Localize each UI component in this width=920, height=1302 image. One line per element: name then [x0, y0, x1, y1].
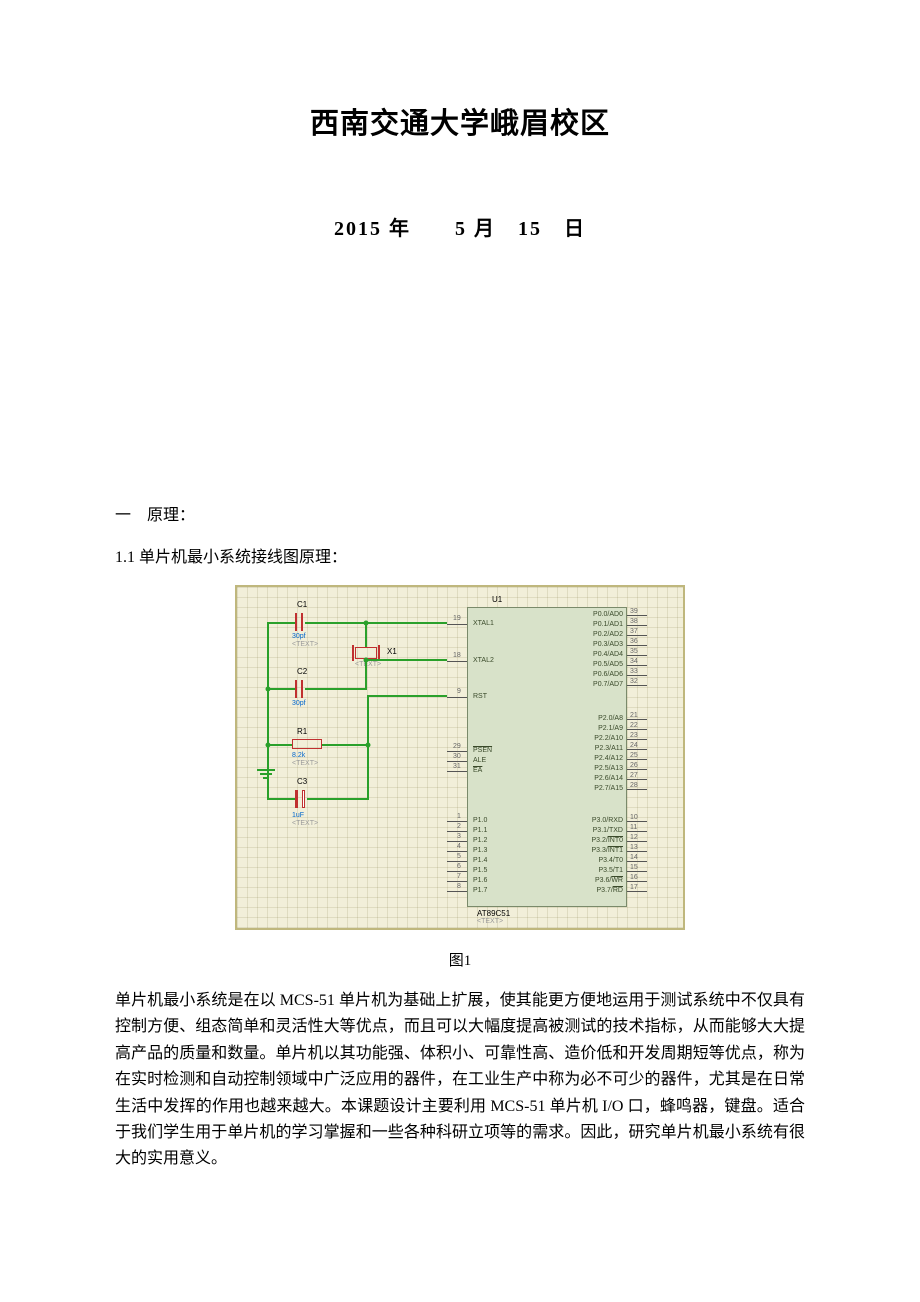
- pin-P1.1: P1.1: [473, 827, 487, 834]
- x1-text: <TEXT>: [355, 661, 381, 668]
- circuit-diagram: U1 AT89C51 <TEXT> XTAL1 19 XTAL2 18 RST …: [235, 585, 685, 930]
- c3-val: 1uF: [292, 812, 304, 819]
- pin-P3.4/T0: P3.4/T0: [565, 857, 623, 864]
- c1-val: 30pf: [292, 633, 306, 640]
- pin-P0.1/AD1: P0.1/AD1: [565, 621, 623, 628]
- comp-x1: X1: [387, 647, 397, 656]
- comp-c1: C1: [297, 600, 307, 609]
- pin-P1.2: P1.2: [473, 837, 487, 844]
- pin-P2.2/A10: P2.2/A10: [565, 735, 623, 742]
- comp-c2: C2: [297, 667, 307, 676]
- c2-val: 30pf: [292, 700, 306, 707]
- pin-P3.1/TXD: P3.1/TXD: [565, 827, 623, 834]
- pin-P2.4/A12: P2.4/A12: [565, 755, 623, 762]
- pin-P1.3: P1.3: [473, 847, 487, 854]
- pin-xtal2: XTAL2: [473, 657, 494, 664]
- pin-P3.2/INT0: P3.2/INT0: [565, 837, 623, 844]
- pin-P0.3/AD3: P0.3/AD3: [565, 641, 623, 648]
- c3-text: <TEXT>: [292, 820, 318, 827]
- comp-c3: C3: [297, 777, 307, 786]
- section-content: 一 原理： 1.1 单片机最小系统接线图原理： U1 AT89C51 <TEXT…: [115, 501, 805, 1173]
- pin-ale: ALE: [473, 757, 486, 764]
- pin-psen: PSEN: [473, 747, 492, 754]
- c1-text: <TEXT>: [292, 641, 318, 648]
- date-line: 2015 年 5 月 15 日: [115, 212, 805, 241]
- pinnum-9: 9: [457, 688, 461, 695]
- pin-P3.3/INT1: P3.3/INT1: [565, 847, 623, 854]
- pin-rst: RST: [473, 693, 487, 700]
- pin-P2.6/A14: P2.6/A14: [565, 775, 623, 782]
- pin-P0.0/AD0: P0.0/AD0: [565, 611, 623, 618]
- pin-P2.7/A15: P2.7/A15: [565, 785, 623, 792]
- pin-P3.7/RD: P3.7/RD: [565, 887, 623, 894]
- figure-1: U1 AT89C51 <TEXT> XTAL1 19 XTAL2 18 RST …: [115, 585, 805, 970]
- heading-1-1: 1.1 单片机最小系统接线图原理：: [115, 543, 805, 567]
- pin-P1.6: P1.6: [473, 877, 487, 884]
- pin-P1.0: P1.0: [473, 817, 487, 824]
- pin-P0.5/AD5: P0.5/AD5: [565, 661, 623, 668]
- chip-part: AT89C51: [477, 909, 510, 918]
- pin-P2.5/A13: P2.5/A13: [565, 765, 623, 772]
- pin-P0.2/AD2: P0.2/AD2: [565, 631, 623, 638]
- pin-xtal1: XTAL1: [473, 620, 494, 627]
- chip-ref: U1: [492, 595, 502, 604]
- pin-P2.1/A9: P2.1/A9: [565, 725, 623, 732]
- r1-val: 8.2k: [292, 752, 305, 759]
- page-title: 西南交通大学峨眉校区: [115, 100, 805, 142]
- pin-P3.0/RXD: P3.0/RXD: [565, 817, 623, 824]
- pin-P2.0/A8: P2.0/A8: [565, 715, 623, 722]
- pin-P0.4/AD4: P0.4/AD4: [565, 651, 623, 658]
- r1-symbol: [292, 739, 322, 749]
- pin-P1.4: P1.4: [473, 857, 487, 864]
- comp-r1: R1: [297, 727, 307, 736]
- pinnum-18: 18: [453, 652, 461, 659]
- pin-P3.6/WR: P3.6/WR: [565, 877, 623, 884]
- r1-text: <TEXT>: [292, 760, 318, 767]
- pin-P2.3/A11: P2.3/A11: [565, 745, 623, 752]
- pin-P1.7: P1.7: [473, 887, 487, 894]
- pin-P3.5/T1: P3.5/T1: [565, 867, 623, 874]
- pin-P1.5: P1.5: [473, 867, 487, 874]
- pin-ea: EA: [473, 767, 482, 774]
- pin-P0.7/AD7: P0.7/AD7: [565, 681, 623, 688]
- body-paragraph: 单片机最小系统是在以 MCS-51 单片机为基础上扩展，使其能更方便地运用于测试…: [115, 988, 805, 1173]
- figure-caption: 图1: [115, 949, 805, 970]
- heading-1: 一 原理：: [115, 501, 805, 525]
- chip-text-mark: <TEXT>: [477, 918, 503, 925]
- pinnum-19: 19: [453, 615, 461, 622]
- pin-P0.6/AD6: P0.6/AD6: [565, 671, 623, 678]
